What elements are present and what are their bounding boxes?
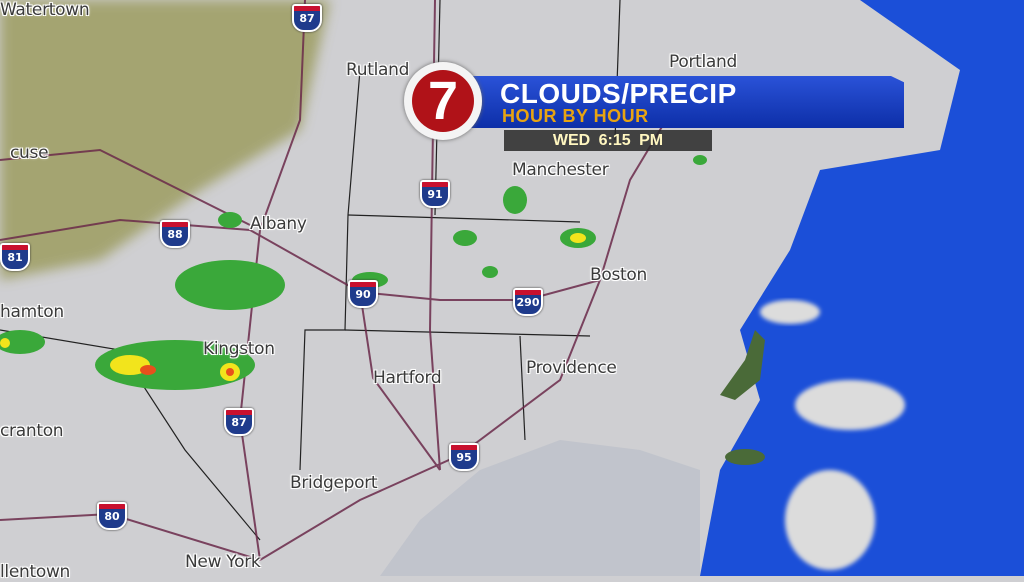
city-label: Albany: [250, 214, 307, 234]
cloud: [795, 380, 905, 430]
interstate-shield-icon: 95: [449, 443, 479, 471]
city-label: cranton: [0, 421, 64, 441]
city-label: Rutland: [346, 60, 410, 80]
city-label: Kingston: [203, 339, 275, 359]
city-label: Providence: [526, 358, 617, 378]
nantucket: [725, 449, 765, 465]
city-label: New York: [185, 552, 261, 572]
forecast-time: WED 6:15 PM: [504, 130, 712, 151]
page-title: CLOUDS/PRECIP: [500, 78, 737, 109]
city-label: Watertown: [0, 0, 90, 20]
green-land-northwest: [0, 0, 330, 280]
subtitle: HOUR BY HOUR: [502, 106, 649, 126]
logo-number: 7: [412, 70, 474, 132]
city-label: Manchester: [512, 160, 609, 180]
cloud: [785, 470, 875, 570]
ocean: [700, 0, 1024, 576]
state-borders: [0, 0, 621, 541]
cloud: [760, 300, 820, 324]
interstate-number: 91: [427, 188, 443, 201]
interstate-shield-icon: 87: [224, 408, 254, 436]
radar-echoes: [0, 155, 707, 390]
interstate-number: 95: [456, 451, 472, 464]
city-label: hamton: [0, 302, 64, 322]
city-label: cuse: [10, 143, 49, 163]
interstate-shield-icon: 87: [292, 4, 322, 32]
cape-cod: [720, 330, 765, 400]
interstate-shield-icon: 81: [0, 243, 30, 271]
interstate-shield-icon: 91: [420, 180, 450, 208]
interstate-number: 80: [104, 510, 120, 523]
interstate-number: 290: [516, 296, 540, 309]
interstate-number: 87: [299, 12, 315, 25]
city-label: Bridgeport: [290, 473, 378, 493]
city-label: Boston: [590, 265, 647, 285]
interstate-shield-icon: 290: [513, 288, 543, 316]
interstate-number: 90: [355, 288, 371, 301]
interstate-number: 87: [231, 416, 247, 429]
channel-7-logo: 7: [404, 62, 482, 140]
interstate-shield-icon: 80: [97, 502, 127, 530]
interstate-number: 88: [167, 228, 183, 241]
city-label: llentown: [0, 562, 71, 582]
city-label: Portland: [669, 52, 738, 72]
city-label: Hartford: [373, 368, 442, 388]
interstate-shield-icon: 90: [348, 280, 378, 308]
ocean-sound: [380, 440, 700, 576]
interstate-number: 81: [7, 251, 23, 264]
title-banner: [470, 76, 904, 128]
interstate-shield-icon: 88: [160, 220, 190, 248]
